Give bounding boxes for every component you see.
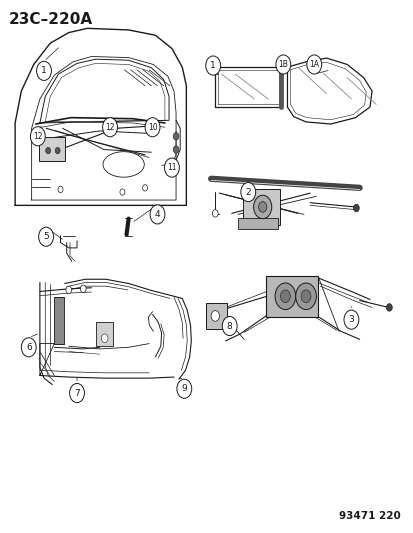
Circle shape	[173, 146, 178, 154]
Text: 9: 9	[181, 384, 187, 393]
Circle shape	[45, 148, 50, 154]
Circle shape	[212, 209, 218, 217]
Ellipse shape	[103, 152, 144, 177]
Circle shape	[66, 286, 71, 294]
Text: 23C–220A: 23C–220A	[9, 12, 93, 27]
FancyBboxPatch shape	[242, 189, 280, 224]
Text: 11: 11	[167, 163, 176, 172]
Circle shape	[30, 127, 45, 146]
Text: 1: 1	[41, 67, 47, 75]
Text: 12: 12	[105, 123, 114, 132]
Circle shape	[295, 283, 316, 310]
Circle shape	[253, 195, 271, 219]
Circle shape	[211, 311, 219, 321]
Circle shape	[102, 118, 117, 137]
Text: 1B: 1B	[278, 60, 287, 69]
Text: 6: 6	[26, 343, 31, 352]
Text: 7: 7	[74, 389, 80, 398]
Circle shape	[58, 186, 63, 192]
Circle shape	[343, 310, 358, 329]
Text: 5: 5	[43, 232, 49, 241]
Circle shape	[386, 304, 391, 311]
Bar	[53, 297, 64, 344]
Text: 93471 220: 93471 220	[338, 511, 400, 521]
Circle shape	[300, 290, 310, 303]
FancyBboxPatch shape	[205, 303, 226, 329]
Text: 10: 10	[147, 123, 157, 132]
Circle shape	[280, 290, 290, 303]
Circle shape	[120, 189, 125, 195]
Circle shape	[101, 334, 108, 343]
Circle shape	[222, 317, 237, 336]
Text: 1A: 1A	[309, 60, 318, 69]
Circle shape	[258, 201, 266, 212]
Circle shape	[176, 379, 191, 398]
Circle shape	[150, 205, 164, 224]
Circle shape	[275, 55, 290, 74]
Circle shape	[274, 283, 295, 310]
Circle shape	[240, 182, 255, 201]
Circle shape	[36, 61, 51, 80]
Circle shape	[80, 285, 86, 293]
Circle shape	[55, 148, 60, 154]
Circle shape	[173, 133, 178, 140]
Circle shape	[164, 158, 179, 177]
Bar	[96, 322, 113, 346]
Text: 2: 2	[245, 188, 250, 197]
Circle shape	[353, 204, 358, 212]
Circle shape	[142, 184, 147, 191]
Text: 1: 1	[210, 61, 216, 70]
Text: 4: 4	[154, 210, 160, 219]
FancyBboxPatch shape	[265, 276, 317, 317]
FancyBboxPatch shape	[39, 137, 65, 161]
Circle shape	[145, 118, 159, 137]
Text: 12: 12	[33, 132, 43, 141]
Circle shape	[205, 56, 220, 75]
Text: 3: 3	[348, 315, 354, 324]
Circle shape	[38, 227, 53, 246]
Circle shape	[69, 383, 84, 402]
Circle shape	[21, 338, 36, 357]
Text: 8: 8	[226, 321, 232, 330]
FancyBboxPatch shape	[237, 218, 277, 229]
Circle shape	[306, 55, 321, 74]
